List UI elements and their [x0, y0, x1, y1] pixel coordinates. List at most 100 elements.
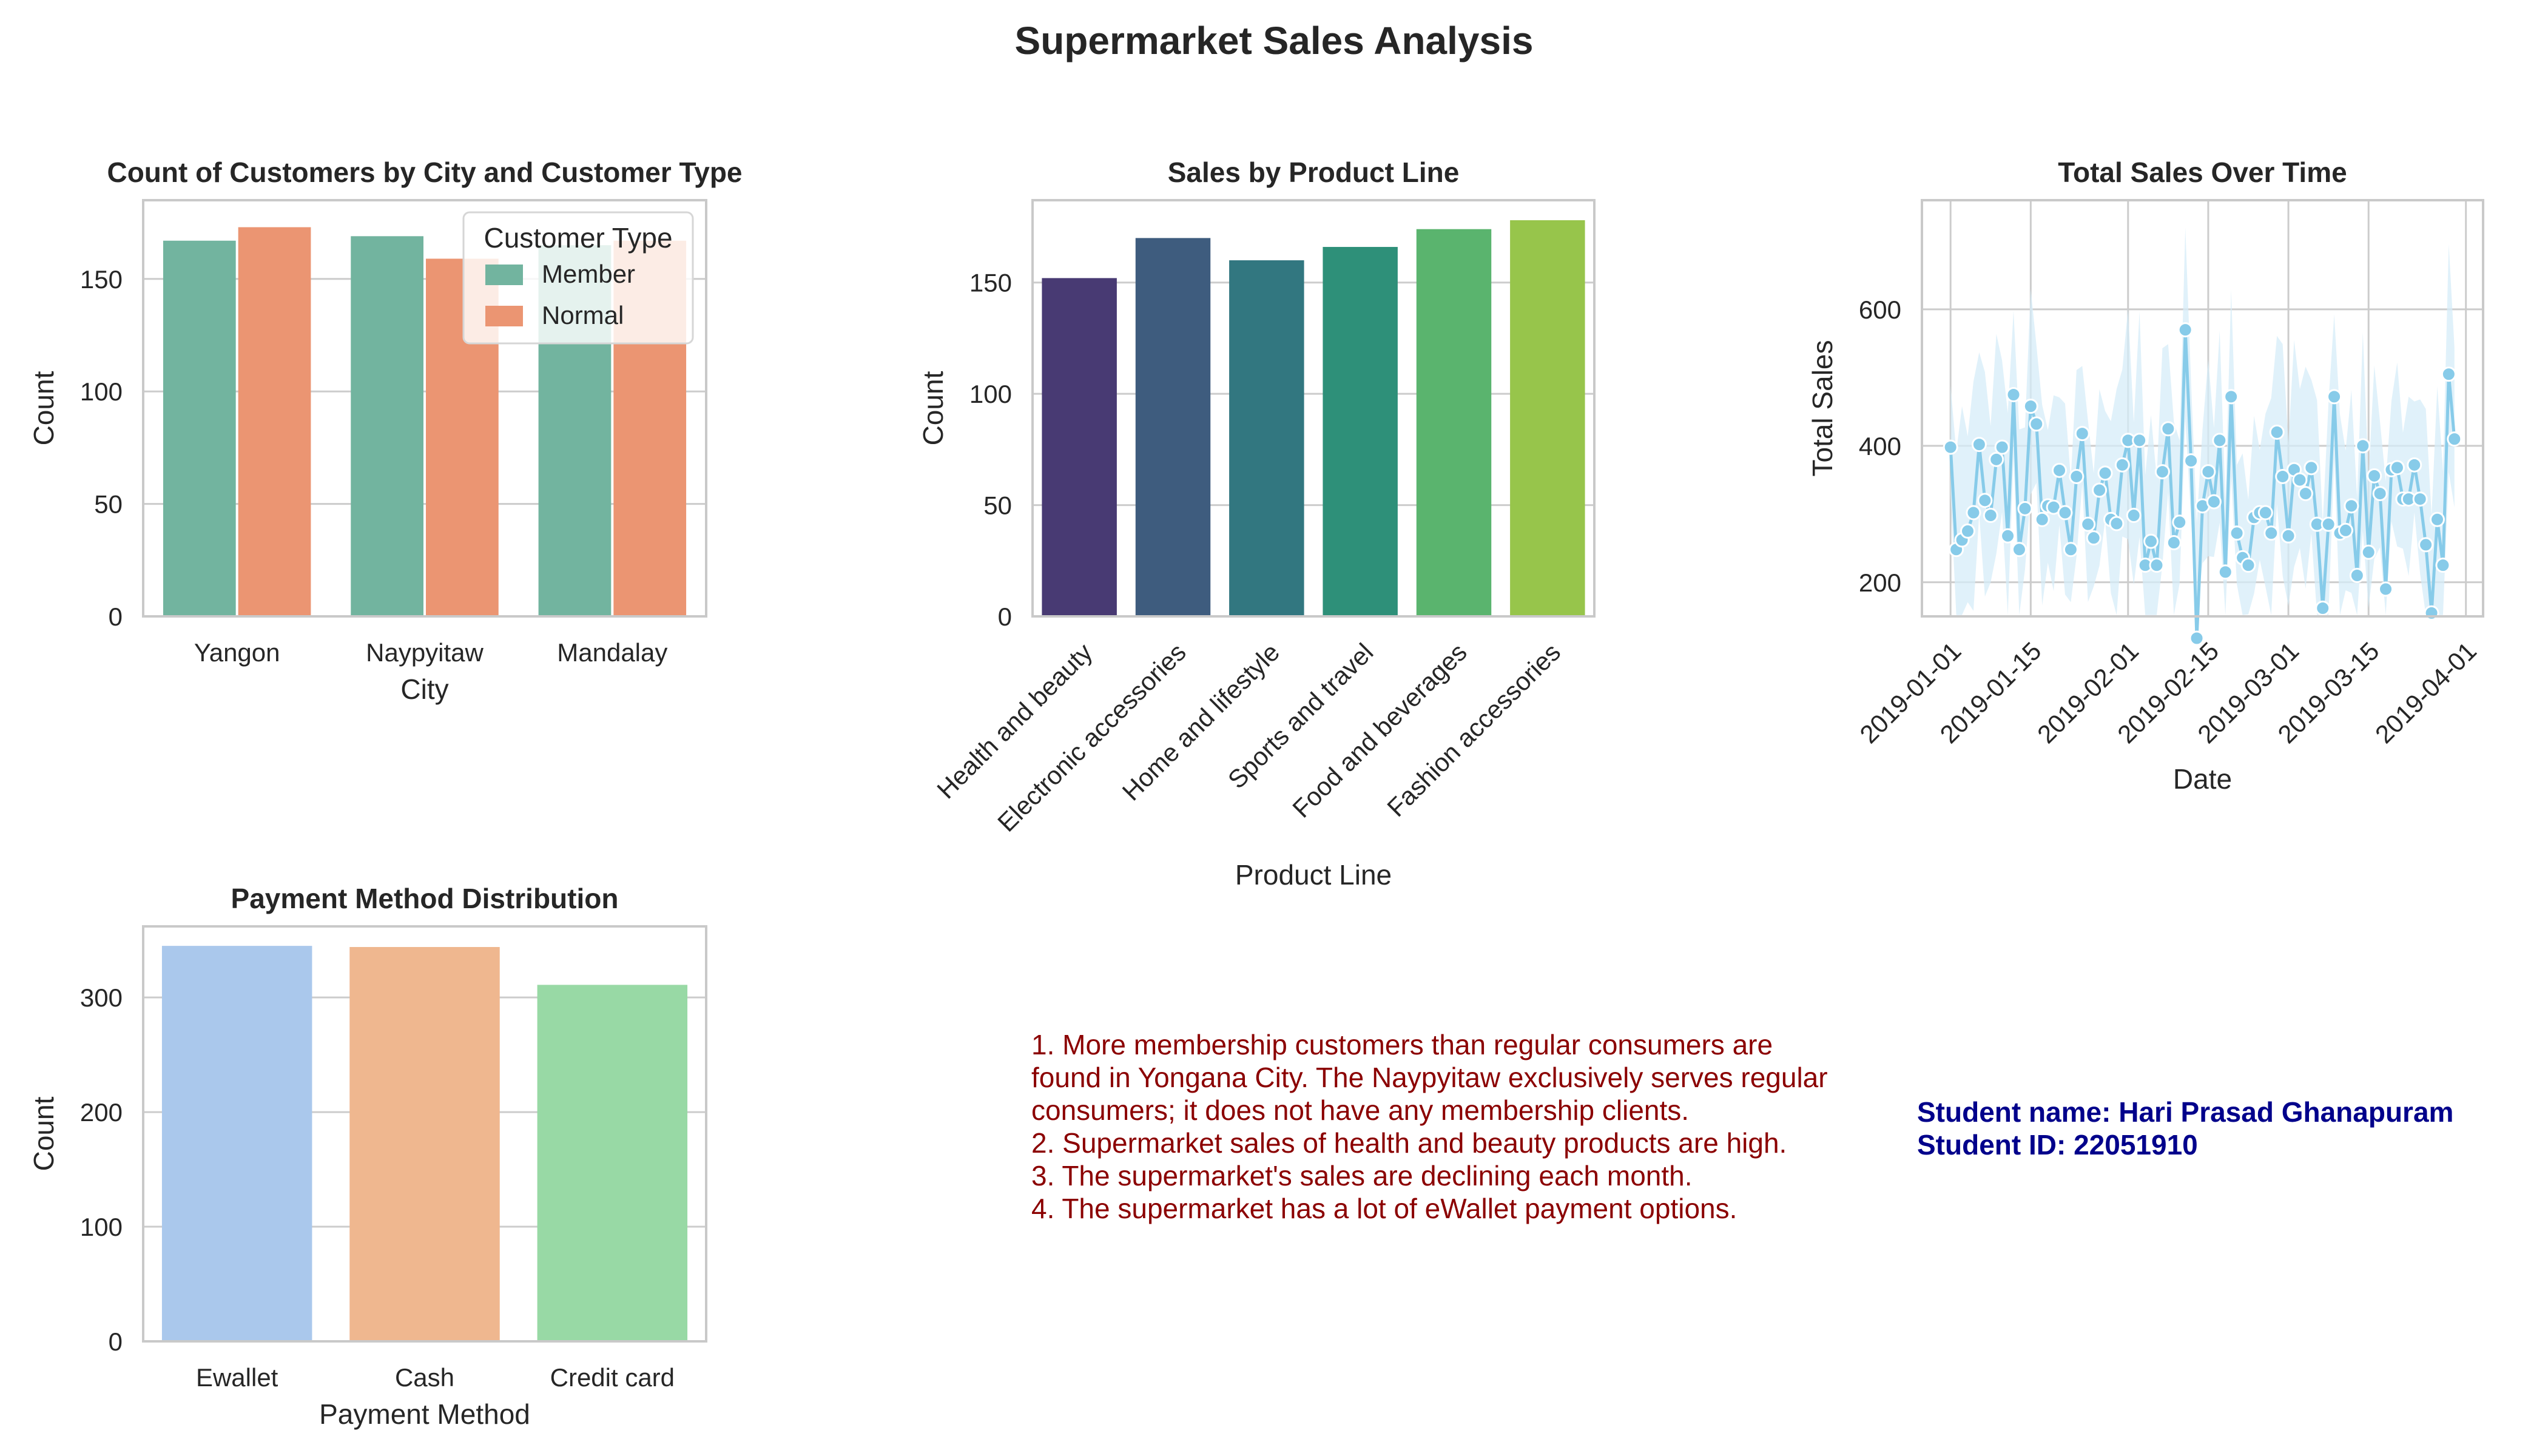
legend-label: Member	[542, 260, 635, 288]
data-point	[2320, 516, 2336, 532]
data-point	[2389, 460, 2405, 476]
data-point	[1943, 439, 1958, 455]
bar-member	[163, 240, 236, 616]
chart-title: Count of Customers by City and Customer …	[107, 157, 742, 188]
chart-payment-method: 0 100 200 300 Ewallet Cash Credit card Payment …	[28, 883, 707, 1430]
data-point	[2017, 500, 2033, 516]
y-tick-label: 50	[983, 491, 1012, 520]
chart-title: Total Sales Over Time	[2058, 157, 2347, 188]
y-tick-label: 100	[969, 380, 1012, 408]
data-point	[2154, 464, 2170, 480]
x-tick-label: Cash	[395, 1363, 454, 1392]
data-point	[2000, 528, 2016, 544]
data-point	[2361, 544, 2376, 560]
data-point	[2280, 528, 2296, 544]
data-point	[2344, 498, 2359, 514]
bar-product-line	[1510, 220, 1585, 616]
data-point	[2429, 511, 2445, 527]
axes-frame	[1031, 199, 1596, 618]
data-point	[2378, 581, 2394, 597]
finding-line: consumers; it does not have any membersh…	[1031, 1094, 1690, 1126]
x-tick-label: Ewallet	[196, 1363, 278, 1392]
data-point	[2023, 399, 2038, 414]
data-point	[1994, 439, 2010, 455]
data-point	[2217, 564, 2233, 580]
data-point	[2006, 387, 2021, 403]
data-point	[2057, 505, 2073, 521]
x-tick-label: 2019-04-01	[2370, 636, 2482, 749]
bar-normal	[238, 227, 311, 616]
data-point	[2229, 525, 2245, 541]
chart-total-sales-over-time: 2004006002019-01-012019-01-152019-02-012…	[1807, 157, 2484, 795]
axes-frame	[142, 925, 707, 1343]
data-point	[2172, 514, 2188, 530]
x-tick-label: Fashion accessories	[1381, 638, 1566, 822]
data-point	[2160, 421, 2176, 437]
data-point	[2052, 462, 2068, 478]
finding-line: 1. More membership customers than regula…	[1031, 1029, 1773, 1060]
axes-frame	[142, 199, 707, 618]
y-tick-label: 100	[80, 1213, 123, 1241]
data-point	[2337, 522, 2353, 538]
data-point	[1966, 505, 1981, 521]
x-tick-label: Credit card	[550, 1363, 675, 1392]
y-tick-label: 150	[80, 265, 123, 294]
data-point	[2304, 460, 2319, 476]
y-axis-label: Count	[28, 371, 59, 445]
data-point	[2086, 530, 2101, 546]
data-point	[2177, 322, 2193, 338]
data-point	[1960, 523, 1976, 539]
x-axis-label: City	[400, 673, 448, 705]
bar-product-line	[1323, 247, 1398, 616]
legend: Customer Type Member Normal	[462, 211, 694, 345]
chart-customers-by-city: 0 50 100 150 Yangon Naypyitaw Mandalay Count of…	[28, 157, 743, 705]
data-point	[2327, 389, 2342, 405]
data-point	[2109, 516, 2125, 531]
data-point	[2407, 457, 2422, 473]
y-axis-label: Count	[917, 371, 949, 445]
data-point	[2097, 465, 2113, 481]
y-tick-label: 300	[80, 983, 123, 1012]
x-tick-label: Health and beauty	[931, 638, 1097, 804]
y-tick-label: 0	[998, 602, 1012, 631]
page-title: Supermarket Sales Analysis	[1014, 19, 1534, 62]
data-point	[2297, 486, 2313, 502]
x-tick-label: Food and beverages	[1287, 638, 1472, 823]
data-point	[2143, 533, 2159, 549]
data-point	[2435, 558, 2451, 573]
confidence-band	[1950, 227, 2455, 615]
data-point	[2189, 630, 2205, 646]
data-point	[2166, 535, 2182, 551]
data-point	[2029, 416, 2044, 432]
data-point	[2069, 468, 2085, 484]
data-point	[2257, 505, 2273, 521]
data-point	[2200, 464, 2216, 480]
data-point	[2092, 482, 2108, 498]
x-tick-label: Naypyitaw	[366, 638, 484, 667]
legend-title: Customer Type	[484, 222, 672, 254]
data-point	[2315, 601, 2331, 616]
data-point	[2263, 525, 2279, 541]
data-point	[2011, 542, 2027, 558]
y-tick-label: 200	[80, 1098, 123, 1127]
data-point	[2424, 605, 2439, 621]
data-point	[2080, 516, 2096, 532]
data-point	[2132, 433, 2148, 448]
x-tick-label: Electronic accessories	[992, 638, 1191, 837]
y-tick-label: 100	[80, 377, 123, 406]
x-axis-label: Date	[2173, 763, 2232, 795]
bar-product-line	[1042, 278, 1117, 616]
x-tick-label: Mandalay	[557, 638, 667, 667]
x-axis-label: Product Line	[1235, 859, 1392, 891]
data-point	[1989, 451, 2004, 467]
finding-line: found in Yongana City. The Naypyitaw exc…	[1031, 1062, 1828, 1093]
x-tick-label: Home and lifestyle	[1117, 638, 1286, 806]
data-point	[2441, 366, 2456, 382]
bar-product-line	[1135, 238, 1211, 616]
data-point	[2349, 568, 2365, 584]
student-info: Student name: Hari Prasad Ghanapuram Stu…	[1917, 1096, 2453, 1161]
chart-title: Sales by Product Line	[1168, 157, 1460, 188]
data-point	[2034, 511, 2050, 527]
